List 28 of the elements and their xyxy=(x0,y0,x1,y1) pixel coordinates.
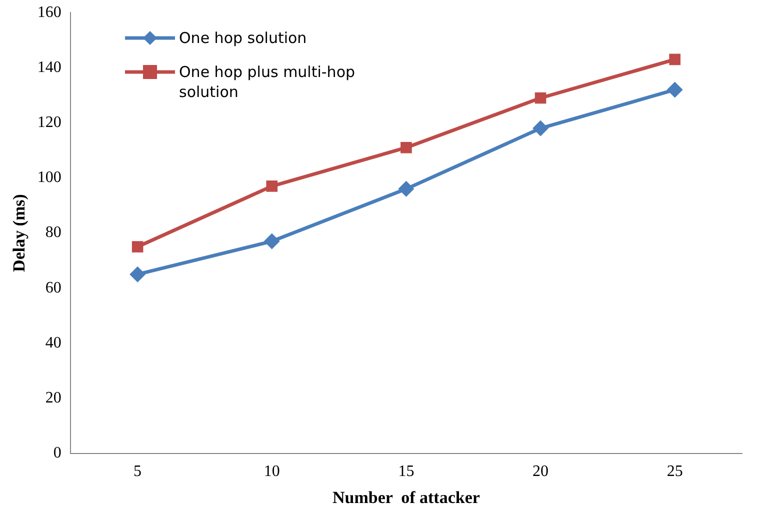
legend-label: One hop solution xyxy=(179,28,307,48)
point xyxy=(132,241,144,252)
y-tick-label: 120 xyxy=(37,114,62,132)
y-tick-label: 40 xyxy=(45,334,62,352)
point xyxy=(130,266,146,282)
y-tick-label: 0 xyxy=(53,444,62,462)
x-tick-label: 20 xyxy=(532,463,549,480)
point xyxy=(266,180,278,192)
y-tick-label: 100 xyxy=(37,169,62,186)
x-tick-label: 25 xyxy=(666,463,683,480)
y-tick-label: 160 xyxy=(37,4,62,21)
x-tick-label: 5 xyxy=(134,463,142,480)
point xyxy=(666,82,683,98)
point xyxy=(669,54,680,66)
legend-label: One hop plus multi-hop solution xyxy=(179,62,356,102)
point xyxy=(398,180,414,197)
y-tick-label: 20 xyxy=(45,390,62,407)
point xyxy=(532,120,549,136)
point xyxy=(400,142,412,154)
point xyxy=(534,92,546,104)
x-axis-title: Number of attacker xyxy=(332,488,480,508)
point xyxy=(264,233,280,250)
y-tick-label: 80 xyxy=(45,224,62,242)
y-tick-label: 140 xyxy=(37,58,62,76)
y-axis-title: Delay (ms) xyxy=(10,194,29,272)
y-tick-label: 60 xyxy=(45,279,62,296)
x-tick-label: 15 xyxy=(398,463,414,480)
x-tick-label: 10 xyxy=(264,463,280,480)
